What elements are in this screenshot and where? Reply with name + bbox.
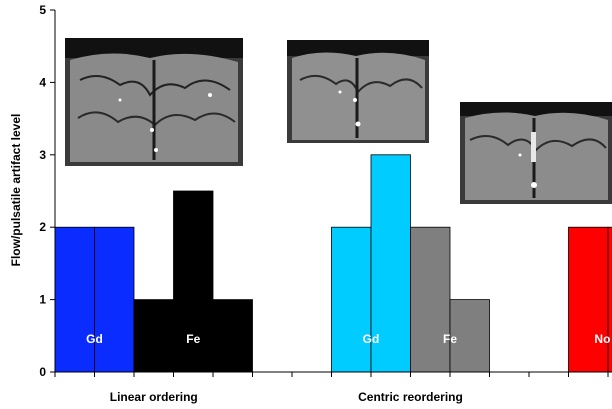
bar-0-1-0 (133, 299, 174, 373)
y-tick-label-4: 4 (39, 75, 46, 89)
bars-layer: Gd Fe Gd Fe No contrast (54, 154, 612, 373)
bar-label-0-1: Fe (186, 332, 200, 346)
bar-1-1-0 (410, 226, 451, 373)
bar-label-0-0: Gd (86, 332, 103, 346)
mri-image-linear (65, 38, 243, 166)
x-group-label-1: Centric reordering (358, 390, 463, 404)
bar-label-1-0: Gd (363, 332, 380, 346)
mri-image-tof (460, 102, 612, 204)
y-tick-label-1: 1 (39, 293, 46, 307)
bar-1-0-0 (331, 226, 372, 373)
bar-2-0-1 (607, 226, 612, 373)
x-group-label-0: Linear ordering (110, 390, 198, 404)
bar-0-0-1 (94, 226, 135, 373)
bar-0-0-0 (54, 226, 95, 373)
y-axis-label: Flow/pulsatile artifact level (9, 114, 23, 267)
bar-0-1-1 (173, 190, 214, 373)
bar-1-1-1 (449, 299, 490, 373)
bar-0-1-2 (212, 299, 253, 373)
y-tick-label-3: 3 (39, 148, 46, 162)
bar-label-2-0: No contrast (594, 332, 612, 346)
y-tick-label-5: 5 (39, 3, 46, 17)
bar-label-1-1: Fe (443, 332, 457, 346)
mri-image-centric (287, 40, 429, 143)
y-tick-label-0: 0 (39, 365, 46, 379)
y-tick-label-2: 2 (39, 220, 46, 234)
bar-2-0-0 (568, 226, 609, 373)
